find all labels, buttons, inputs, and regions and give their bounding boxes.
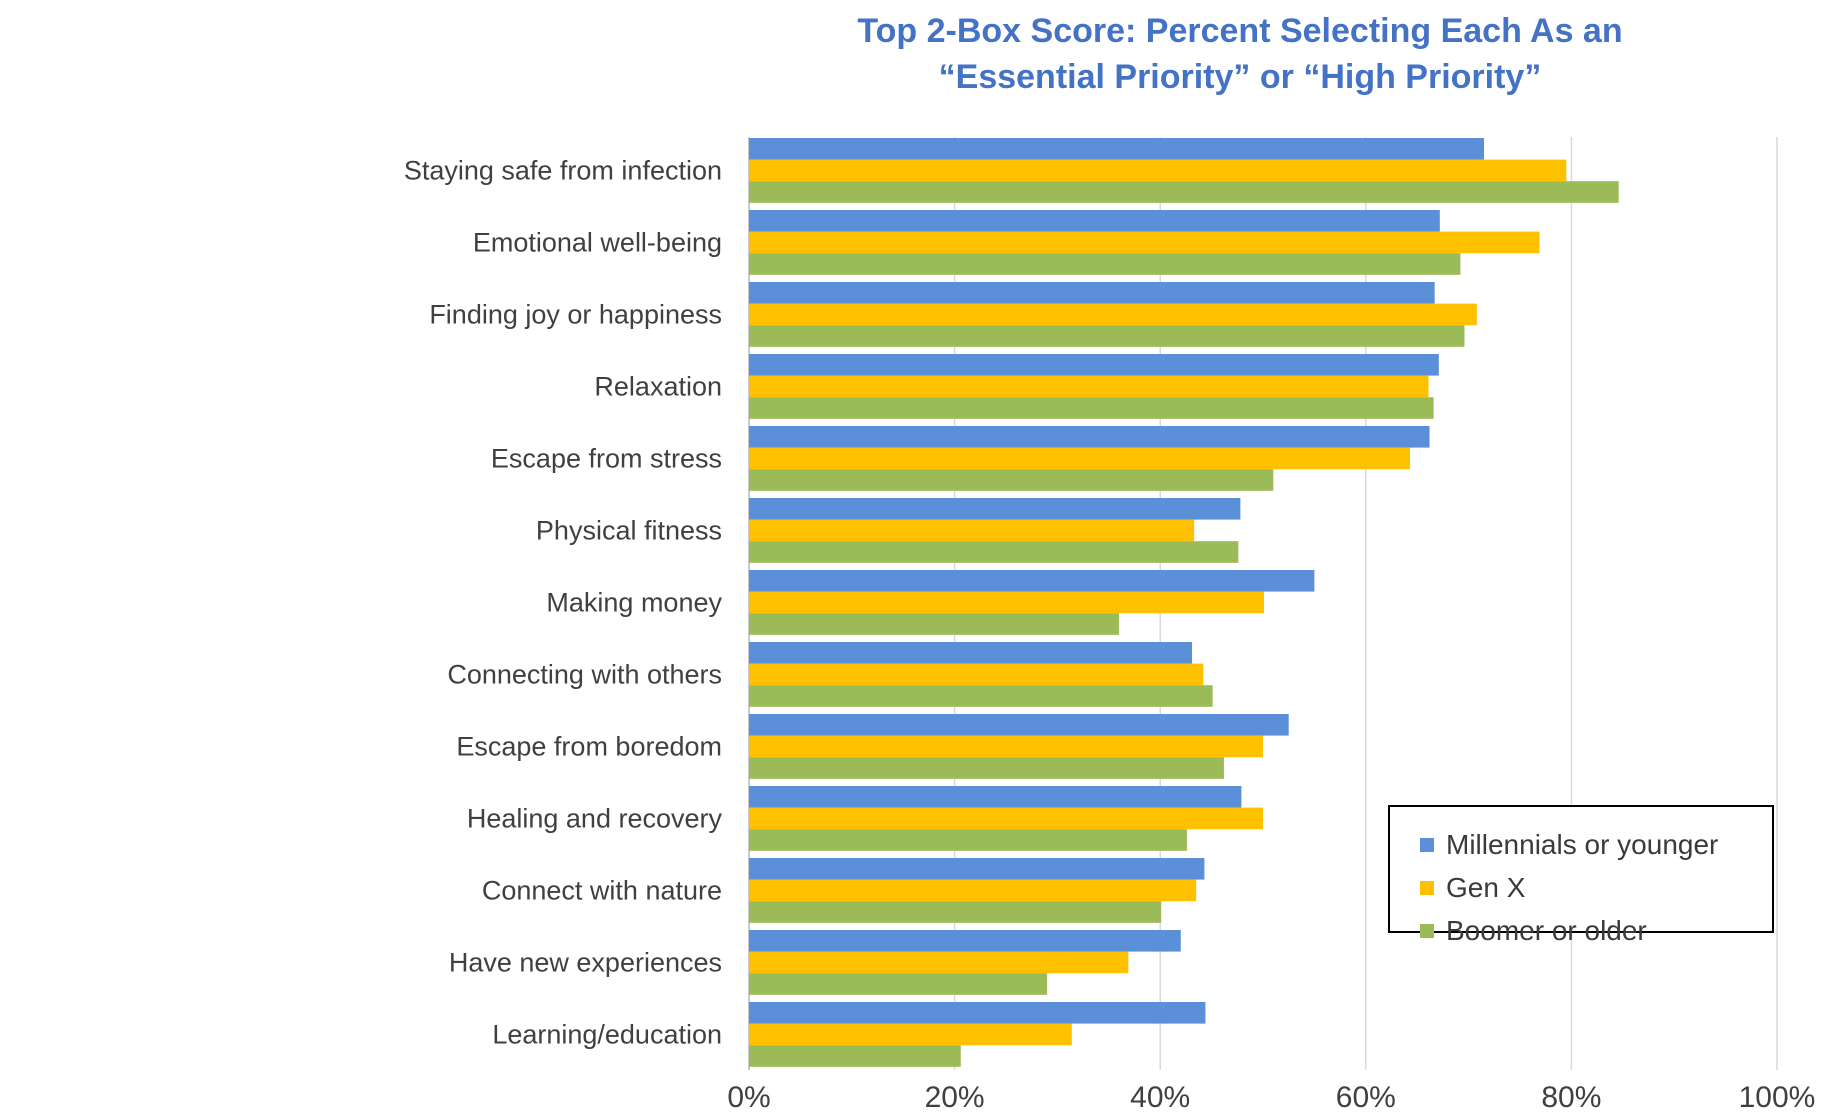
- bar-learning-education-millennials-or-younger: [749, 1002, 1206, 1024]
- category-label-escape-from-boredom: Escape from boredom: [456, 731, 722, 761]
- legend-item-boomer: Boomer or older: [1420, 911, 1647, 951]
- chart-title-line2: “Essential Priority” or “High Priority”: [938, 58, 1542, 96]
- chart-title-line1: Top 2-Box Score: Percent Selecting Each …: [857, 12, 1623, 50]
- bar-escape-from-stress-millennials-or-younger: [749, 426, 1430, 448]
- bar-staying-safe-from-infection-millennials-or-younger: [749, 138, 1485, 160]
- x-tick-label-0: 0%: [727, 1081, 770, 1114]
- bar-finding-joy-or-happiness-millennials-or-younger: [749, 282, 1435, 304]
- bar-connect-with-nature-millennials-or-younger: [749, 858, 1205, 880]
- category-label-staying-safe-from-infection: Staying safe from infection: [404, 155, 722, 185]
- bar-emotional-well-being-millennials-or-younger: [749, 210, 1440, 232]
- bar-connect-with-nature-gen-x: [749, 879, 1197, 902]
- category-label-making-money: Making money: [546, 587, 722, 617]
- bar-have-new-experiences-gen-x: [749, 951, 1129, 974]
- bar-have-new-experiences-boomer-or-older: [749, 973, 1048, 995]
- x-tick-label-3: 60%: [1336, 1081, 1396, 1114]
- bar-finding-joy-or-happiness-boomer-or-older: [749, 325, 1465, 347]
- legend-item-genx: Gen X: [1420, 868, 1525, 908]
- bars: [749, 138, 1619, 1067]
- chart-title: Top 2-Box Score: Percent Selecting Each …: [740, 8, 1740, 100]
- category-label-escape-from-stress: Escape from stress: [491, 443, 722, 473]
- legend: Millennials or younger Gen X Boomer or o…: [1388, 805, 1774, 946]
- legend-swatch-millennials: [1420, 838, 1434, 852]
- bar-healing-and-recovery-boomer-or-older: [749, 829, 1187, 851]
- bar-staying-safe-from-infection-gen-x: [749, 159, 1567, 182]
- x-tick-label-2: 40%: [1130, 1081, 1190, 1114]
- x-tick-label-5: 100%: [1739, 1081, 1816, 1114]
- bar-making-money-gen-x: [749, 591, 1265, 614]
- category-label-connect-with-nature: Connect with nature: [482, 875, 722, 905]
- legend-label-boomer: Boomer or older: [1446, 915, 1647, 946]
- legend-swatch-genx: [1420, 881, 1434, 895]
- bar-physical-fitness-gen-x: [749, 519, 1195, 542]
- category-label-learning-education: Learning/education: [492, 1019, 722, 1049]
- category-label-relaxation: Relaxation: [594, 371, 722, 401]
- bar-relaxation-boomer-or-older: [749, 397, 1434, 419]
- bar-connecting-with-others-boomer-or-older: [749, 685, 1213, 707]
- bar-connecting-with-others-millennials-or-younger: [749, 642, 1193, 664]
- bar-connect-with-nature-boomer-or-older: [749, 901, 1162, 923]
- bar-learning-education-gen-x: [749, 1023, 1072, 1046]
- bar-emotional-well-being-boomer-or-older: [749, 253, 1461, 275]
- category-labels: Staying safe from infection Emotional wel…: [404, 155, 723, 1049]
- bar-making-money-boomer-or-older: [749, 613, 1120, 635]
- bar-have-new-experiences-millennials-or-younger: [749, 930, 1181, 952]
- legend-label-genx: Gen X: [1446, 872, 1526, 903]
- legend-swatch-boomer: [1420, 924, 1434, 938]
- bar-escape-from-boredom-millennials-or-younger: [749, 714, 1289, 736]
- bar-connecting-with-others-gen-x: [749, 663, 1204, 686]
- bar-healing-and-recovery-millennials-or-younger: [749, 786, 1242, 808]
- category-label-healing-and-recovery: Healing and recovery: [467, 803, 723, 833]
- category-label-connecting-with-others: Connecting with others: [447, 659, 722, 689]
- bar-escape-from-stress-boomer-or-older: [749, 469, 1274, 491]
- bar-making-money-millennials-or-younger: [749, 570, 1315, 592]
- legend-item-millennials: Millennials or younger: [1420, 825, 1718, 865]
- bar-emotional-well-being-gen-x: [749, 231, 1540, 254]
- category-label-physical-fitness: Physical fitness: [536, 515, 722, 545]
- legend-label-millennials: Millennials or younger: [1446, 829, 1719, 860]
- category-label-emotional-well-being: Emotional well-being: [473, 227, 722, 257]
- bar-relaxation-gen-x: [749, 375, 1429, 398]
- category-label-finding-joy-or-happiness: Finding joy or happiness: [429, 299, 722, 329]
- x-tick-labels: 0% 20% 40% 60% 80% 100%: [727, 1081, 1815, 1114]
- category-label-have-new-experiences: Have new experiences: [449, 947, 722, 977]
- bar-escape-from-boredom-gen-x: [749, 735, 1263, 758]
- bar-relaxation-millennials-or-younger: [749, 354, 1439, 376]
- bar-healing-and-recovery-gen-x: [749, 807, 1263, 830]
- bar-learning-education-boomer-or-older: [749, 1045, 961, 1067]
- x-tick-label-1: 20%: [925, 1081, 985, 1114]
- bar-escape-from-stress-gen-x: [749, 447, 1411, 470]
- bar-escape-from-boredom-boomer-or-older: [749, 757, 1224, 779]
- bar-physical-fitness-millennials-or-younger: [749, 498, 1241, 520]
- x-tick-label-4: 80%: [1541, 1081, 1601, 1114]
- bar-staying-safe-from-infection-boomer-or-older: [749, 181, 1619, 203]
- bar-finding-joy-or-happiness-gen-x: [749, 303, 1477, 326]
- bar-physical-fitness-boomer-or-older: [749, 541, 1239, 563]
